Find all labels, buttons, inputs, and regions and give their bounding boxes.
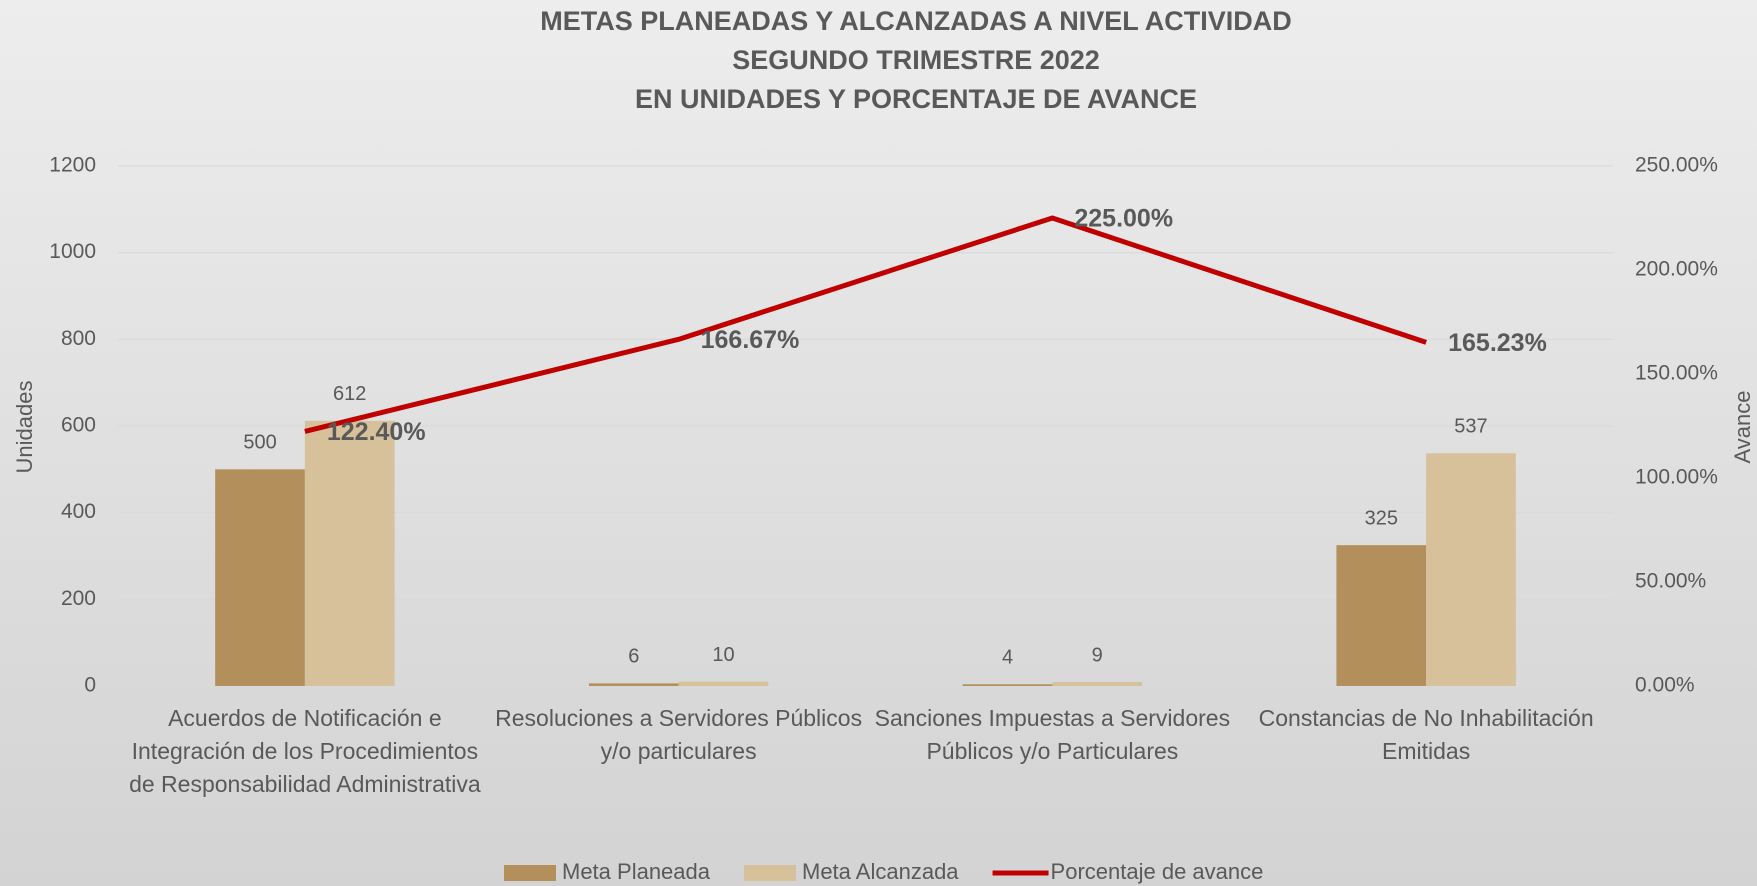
data-label: 10 [712,644,734,666]
legend-label: Meta Planeada [562,859,711,884]
legend-swatch [744,865,796,881]
x-tick-label: Resoluciones a Servidores Públicos y/o p… [495,705,863,764]
y2-tick-label: 200.00% [1635,258,1718,281]
bar [588,683,679,686]
chart-title: METAS PLANEADAS Y ALCANZADAS A NIVEL ACT… [540,6,1292,36]
y-tick-label: 0 [84,674,96,697]
y2-tick-label: 50.00% [1635,570,1706,593]
legend-label: Porcentaje de avance [1051,859,1264,884]
data-label: 500 [243,432,276,454]
data-label: 9 [1092,644,1103,666]
y2-tick-label: 0.00% [1635,674,1695,697]
y-tick-label: 800 [61,327,96,350]
bar [1426,453,1516,686]
bar [1052,682,1143,686]
data-label: 122.40% [327,418,426,446]
data-label: 165.23% [1448,329,1547,357]
y2-tick-label: 100.00% [1635,466,1718,489]
y-axis-label: Unidades [12,381,37,474]
bar [678,681,769,686]
data-label: 537 [1454,416,1487,438]
y-tick-label: 600 [61,414,96,437]
x-tick-label: Constancias de No Inhabilitación Emitida… [1258,705,1594,764]
y-tick-label: 200 [61,587,96,610]
chart-title: EN UNIDADES Y PORCENTAJE DE AVANCE [635,84,1197,114]
line [304,215,1427,434]
bar [1336,545,1427,686]
y-tick-label: 400 [61,500,96,523]
data-label: 6 [628,646,639,668]
x-tick-label: Sanciones Impuestas a Servidores Público… [874,705,1231,764]
legend-swatch [504,865,556,881]
data-label: 612 [333,383,366,405]
data-label: 325 [1365,507,1398,529]
data-label: 166.67% [701,326,800,354]
bar [215,469,305,686]
bar [304,420,395,686]
y2-axis-label: Avance [1730,391,1755,464]
chart-title: SEGUNDO TRIMESTRE 2022 [732,45,1100,75]
bar [962,684,1053,686]
x-tick-label: Acuerdos de Notificación e Integración d… [129,705,481,797]
y2-tick-label: 250.00% [1635,154,1718,177]
y2-tick-label: 150.00% [1635,362,1718,385]
y-tick-label: 1000 [49,240,96,263]
y-tick-label: 1200 [49,154,96,177]
data-label: 225.00% [1074,205,1173,233]
legend-label: Meta Alcanzada [802,859,959,884]
data-label: 4 [1002,647,1013,669]
